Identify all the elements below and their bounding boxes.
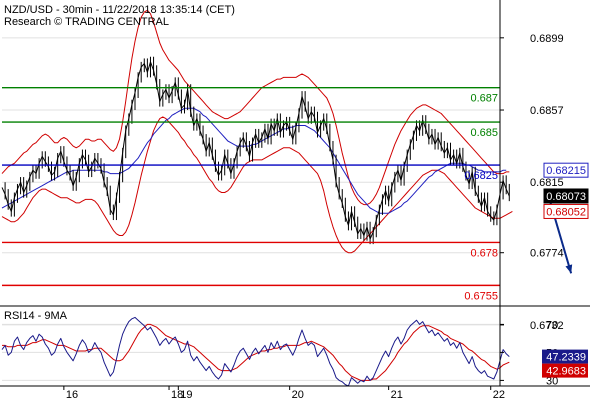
price-y-tick-label: 0.6857 [530,105,564,117]
level-label-0.6825: 0.6825 [464,170,498,182]
rsi-y-tick-label: 30 [546,375,558,387]
price-y-tick-label: 0.6774 [530,248,564,260]
chart-subtitle: Research © TRADING CENTRAL [4,16,169,28]
value-label-ma: 0.68215 [546,165,586,177]
rsi-value-label-box-rsi_ma [542,363,588,378]
value-labels: 0.68215 0.68073 0.68052 47.2339 42.9683 [542,162,589,378]
rsi-line [1,316,510,387]
value-label-box-ma [543,162,589,178]
price-line [1,61,510,240]
level-lines: 0.687 0.685 0.6825 0.678 0.6755 [2,86,573,302]
value-label-box-last [543,188,589,204]
series-layer [1,9,513,387]
level-label-0.678: 0.678 [470,247,498,259]
bollinger-lower-line [1,116,513,254]
value-label-box-bollinger [543,203,589,219]
projection-arrow-head [565,264,573,274]
price-y-tick-label: 0.6815 [530,177,564,189]
x-tick-label: 22 [493,389,505,400]
price-y-tick-label: 0.6899 [530,33,564,45]
value-label-last: 0.68073 [546,191,586,203]
x-tick-label: 20 [292,389,304,400]
moving-average-line [1,107,507,214]
value-label-bollinger: 0.68052 [546,206,586,218]
level-label-0.6755: 0.6755 [464,290,498,302]
grid [2,37,500,381]
level-label-0.685: 0.685 [470,127,498,139]
chart-title: NZD/USD - 30min - 11/22/2018 13:35:14 (C… [4,4,235,16]
rsi-value-label-rsi_ma: 42.9683 [546,366,586,378]
price-y-tick-label: 0.6732 [530,320,564,332]
rsi-value-label-rsi: 47.2339 [546,352,586,364]
x-tick-label: 18 [171,389,183,400]
rsi-title: RSI14 - 9MA [4,310,68,322]
bollinger-upper-line [1,9,510,206]
rsi-y-tick-label: 70 [546,319,558,331]
level-label-0.687: 0.687 [470,93,498,105]
x-tick-label: 19 [180,389,192,400]
x-tick-label: 16 [66,389,78,400]
x-tick-label: 21 [391,389,403,400]
rsi-value-label-box-rsi [542,349,588,364]
